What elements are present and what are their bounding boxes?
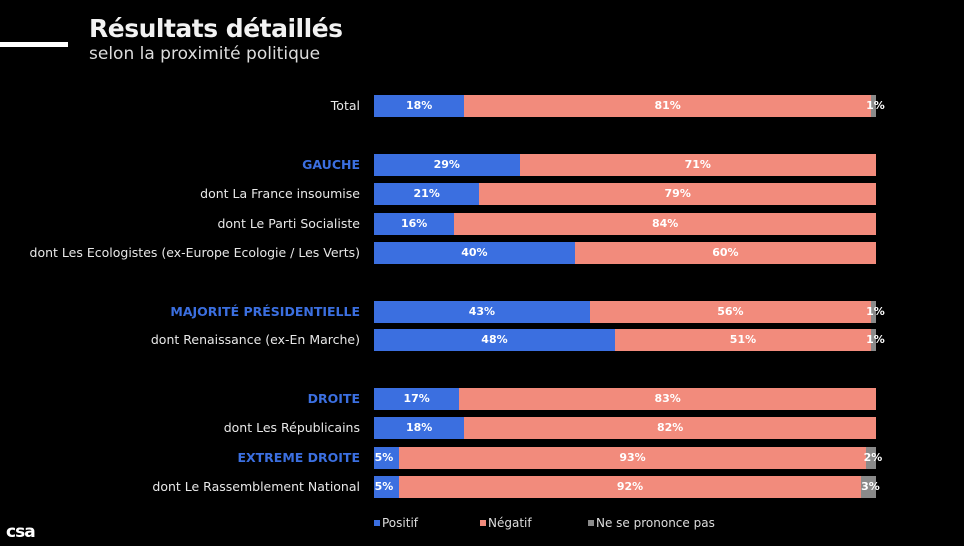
legend-swatch: [480, 520, 486, 526]
data-label: 71%: [684, 158, 711, 171]
bar-segment-nsp: [870, 329, 876, 351]
csa-logo: csa: [6, 522, 36, 542]
row-label: dont La France insoumise: [200, 186, 360, 201]
data-label: 48%: [481, 333, 508, 346]
data-label: 18%: [406, 421, 433, 434]
bar-segment-nsp: [860, 476, 876, 498]
bar-segment-positif: [374, 476, 400, 498]
bar-segment-positif: [374, 213, 455, 235]
bar-segment-negatif: [479, 183, 876, 205]
row-label: dont Les Républicains: [223, 420, 360, 435]
legend-label: Négatif: [488, 516, 532, 530]
bar-segment-negatif: [399, 447, 866, 469]
data-label: 3%: [861, 480, 880, 493]
legend-label: Positif: [382, 516, 418, 530]
bar-segment-negatif: [464, 417, 876, 439]
legend-swatch: [374, 520, 380, 526]
bar-segment-negatif: [574, 242, 876, 264]
bar-segment-nsp: [870, 301, 876, 323]
bar-segment-negatif: [519, 154, 876, 176]
page-title: Résultats détaillés: [89, 14, 343, 43]
bar-segment-positif: [374, 301, 590, 323]
bar-segment-positif: [374, 95, 465, 117]
row-label: dont Le Parti Socialiste: [217, 216, 360, 231]
bar-segment-positif: [374, 447, 400, 469]
bar-segment-nsp: [865, 447, 876, 469]
data-label: 43%: [468, 305, 496, 318]
data-label: 81%: [654, 99, 681, 112]
data-label: 60%: [712, 246, 739, 259]
row-label: Total: [330, 98, 360, 113]
data-label: 16%: [400, 217, 428, 230]
bar-segment-negatif: [459, 388, 876, 410]
bar-segment-negatif: [589, 301, 871, 323]
data-label: 29%: [433, 158, 460, 171]
bar-segment-positif: [374, 417, 465, 439]
data-label: 18%: [406, 99, 433, 112]
data-label: 1%: [866, 305, 885, 318]
data-label: 84%: [651, 217, 679, 230]
data-label: 56%: [717, 305, 744, 318]
data-label: 92%: [616, 480, 644, 493]
bar-segment-negatif: [614, 329, 871, 351]
data-label: 21%: [413, 187, 440, 200]
bar-segment-positif: [374, 242, 575, 264]
bar-segment-negatif: [454, 213, 876, 235]
data-label: 1%: [866, 333, 885, 346]
data-label: 17%: [403, 392, 430, 405]
data-label: 83%: [654, 392, 681, 405]
bar-segment-positif: [374, 329, 615, 351]
row-label: MAJORITÉ PRÉSIDENTIELLE: [170, 304, 360, 319]
data-label: 2%: [863, 451, 883, 464]
legend-item: Négatif: [480, 516, 532, 530]
bar-segment-positif: [374, 154, 520, 176]
title-rule: [0, 42, 68, 47]
legend-item: Ne se prononce pas: [588, 516, 715, 530]
legend-swatch: [588, 520, 594, 526]
bar-segment-positif: [374, 388, 460, 410]
bar-segment-negatif: [464, 95, 871, 117]
data-label: 5%: [374, 451, 394, 464]
data-label: 51%: [729, 333, 757, 346]
legend-item: Positif: [374, 516, 418, 530]
row-label: EXTREME DROITE: [237, 450, 360, 465]
row-label: DROITE: [307, 391, 360, 406]
row-label: GAUCHE: [302, 157, 360, 172]
data-label: 93%: [619, 451, 646, 464]
legend-label: Ne se prononce pas: [596, 516, 715, 530]
data-label: 82%: [657, 421, 684, 434]
row-label: dont Les Ecologistes (ex-Europe Ecologie…: [29, 245, 360, 260]
data-label: 1%: [866, 99, 885, 112]
bar-segment-nsp: [870, 95, 876, 117]
data-label: 79%: [664, 187, 691, 200]
bar-segment-negatif: [399, 476, 861, 498]
row-label: dont Renaissance (ex-En Marche): [150, 332, 360, 347]
page-subtitle: selon la proximité politique: [89, 44, 321, 64]
data-label: 40%: [461, 246, 488, 259]
row-label: dont Le Rassemblement National: [152, 479, 360, 494]
bar-segment-positif: [374, 183, 480, 205]
data-label: 5%: [374, 480, 394, 493]
